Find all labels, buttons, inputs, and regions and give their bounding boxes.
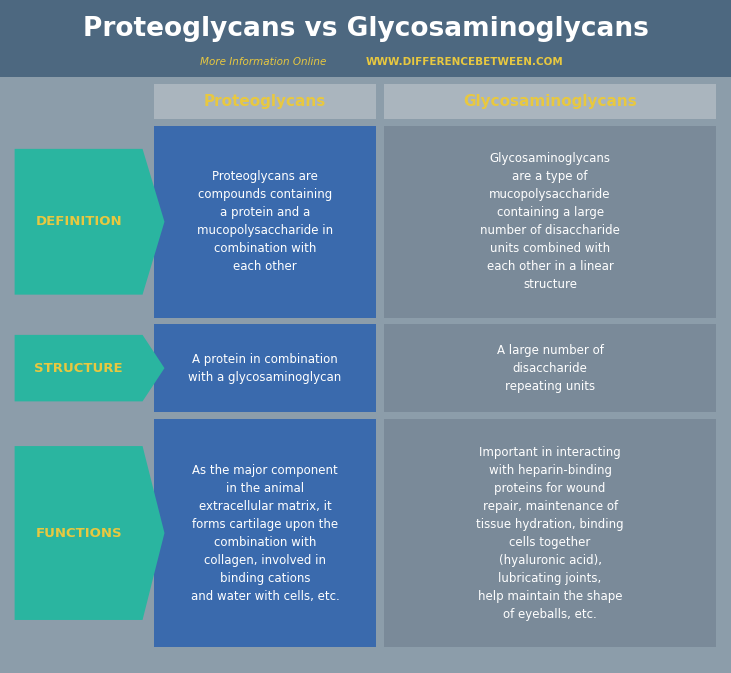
Text: As the major component
in the animal
extracellular matrix, it
forms cartilage up: As the major component in the animal ext…	[191, 464, 339, 602]
FancyBboxPatch shape	[154, 419, 376, 647]
FancyBboxPatch shape	[384, 419, 716, 647]
Polygon shape	[15, 149, 164, 295]
FancyBboxPatch shape	[154, 84, 376, 119]
Text: Glycosaminoglycans
are a type of
mucopolysaccharide
containing a large
number of: Glycosaminoglycans are a type of mucopol…	[480, 152, 620, 291]
FancyBboxPatch shape	[384, 324, 716, 412]
Text: WWW.DIFFERENCEBETWEEN.COM: WWW.DIFFERENCEBETWEEN.COM	[366, 57, 563, 67]
Polygon shape	[15, 446, 164, 620]
Text: STRUCTURE: STRUCTURE	[34, 361, 123, 375]
Text: FUNCTIONS: FUNCTIONS	[35, 526, 122, 540]
Text: Proteoglycans vs Glycosaminoglycans: Proteoglycans vs Glycosaminoglycans	[83, 16, 648, 42]
Text: Important in interacting
with heparin-binding
proteins for wound
repair, mainten: Important in interacting with heparin-bi…	[477, 446, 624, 621]
Polygon shape	[15, 335, 164, 401]
Text: More Information Online: More Information Online	[200, 57, 326, 67]
Text: Glycosaminoglycans: Glycosaminoglycans	[463, 94, 637, 109]
Text: Proteoglycans: Proteoglycans	[204, 94, 326, 109]
Text: DEFINITION: DEFINITION	[35, 215, 122, 228]
Text: A protein in combination
with a glycosaminoglycan: A protein in combination with a glycosam…	[189, 353, 341, 384]
Text: Proteoglycans are
compounds containing
a protein and a
mucopolysaccharide in
com: Proteoglycans are compounds containing a…	[197, 170, 333, 273]
FancyBboxPatch shape	[0, 0, 731, 77]
FancyBboxPatch shape	[384, 126, 716, 318]
Text: A large number of
disaccharide
repeating units: A large number of disaccharide repeating…	[496, 344, 604, 392]
FancyBboxPatch shape	[154, 126, 376, 318]
FancyBboxPatch shape	[154, 324, 376, 412]
FancyBboxPatch shape	[384, 84, 716, 119]
